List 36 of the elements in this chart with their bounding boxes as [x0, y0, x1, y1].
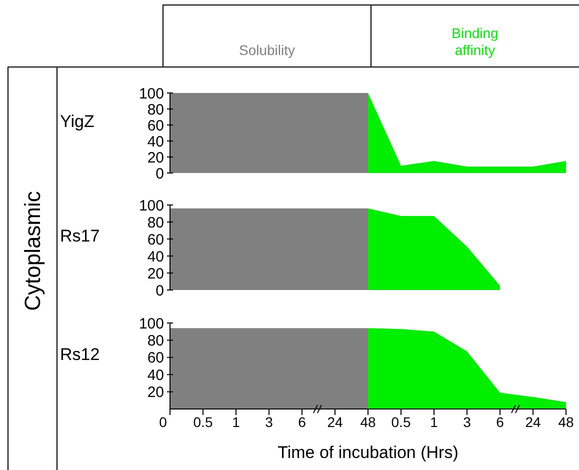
- x-tick-label: 48: [558, 414, 574, 430]
- y-tick-label: 100: [138, 85, 164, 102]
- y-tick-label: 20: [147, 149, 164, 166]
- y-tick-label: 0: [156, 282, 164, 300]
- y-tick-label: 60: [147, 350, 164, 367]
- x-tick-label: 6: [298, 414, 306, 430]
- x-tick-label: 1: [430, 414, 438, 430]
- y-tick-label: 20: [147, 265, 164, 282]
- y-tick-label: 40: [147, 248, 164, 266]
- x-tick-label: 24: [327, 414, 343, 430]
- text: Cytoplasmic: [20, 191, 45, 311]
- x-tick-label: 6: [496, 414, 504, 430]
- y-tick-label: 80: [147, 332, 164, 350]
- y-tick-label: 100: [138, 197, 164, 214]
- y-tick-label: 80: [147, 101, 164, 118]
- x-tick-label: 24: [525, 414, 541, 430]
- y-tick-label: 60: [147, 117, 164, 134]
- text: Rs12: [60, 345, 100, 364]
- y-tick-label: 60: [147, 231, 164, 248]
- x-tick-label: 0.5: [193, 414, 213, 430]
- y-tick-label: 0: [156, 165, 164, 182]
- y-tick-label: 80: [147, 214, 164, 232]
- x-tick-label: 3: [463, 414, 472, 430]
- x-tick-label: 3: [265, 414, 274, 430]
- text: Solubility: [238, 42, 296, 58]
- y-tick-label: 20: [147, 384, 164, 402]
- y-tick-label: 40: [147, 133, 164, 150]
- x-tick-label: 0.5: [391, 414, 411, 430]
- y-tick-label: 40: [147, 366, 164, 384]
- text: Binding affinity: [452, 25, 498, 58]
- y-tick-label: 100: [138, 315, 164, 332]
- text: Rs17: [60, 226, 100, 246]
- x-tick-label: 1: [232, 414, 240, 430]
- text: YigZ: [60, 112, 94, 131]
- x-axis-title: Time of incubation (Hrs): [278, 443, 458, 462]
- x-tick-label: 48: [360, 414, 376, 430]
